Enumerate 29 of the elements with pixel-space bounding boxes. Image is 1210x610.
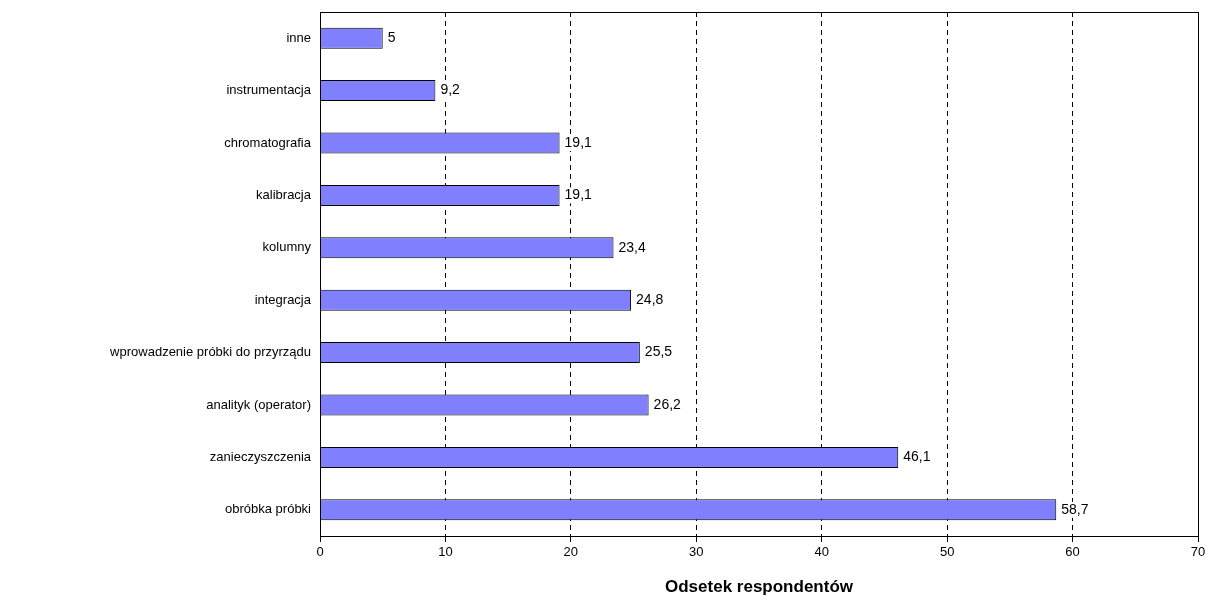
x-tick-label: 40 (814, 544, 829, 560)
y-tick-label: kalibracja (256, 186, 312, 202)
data-label: 9,2 (440, 81, 461, 98)
data-label: 5 (387, 29, 396, 46)
y-tick-label: zanieczyszczenia (209, 448, 312, 464)
data-label: 19,1 (564, 186, 593, 203)
y-tick-label: integracja (254, 291, 312, 307)
x-tick-label: 10 (438, 544, 453, 560)
y-tick-label: obróbka próbki (225, 501, 312, 517)
y-tick-label: chromatografia (224, 134, 312, 150)
y-tick-label: wprowadzenie próbki do przyrządu (109, 344, 311, 360)
data-label: 26,2 (653, 395, 682, 412)
x-tick-label: 50 (939, 544, 955, 560)
data-label: 23,4 (618, 238, 646, 255)
y-tick-label: kolumny (262, 239, 312, 255)
y-tick-label: analityk (operator) (206, 396, 311, 412)
data-label: 25,5 (644, 343, 673, 360)
x-tick-label: 20 (563, 544, 579, 560)
y-tick-label: instrumentacja (226, 82, 312, 98)
x-tick-label: 30 (689, 544, 704, 560)
x-tick-label: 0 (316, 544, 324, 560)
x-tick-label: 70 (1190, 544, 1206, 560)
x-tick-label: 60 (1065, 544, 1080, 560)
x-axis-title: Odsetek respondentów (665, 577, 854, 597)
y-tick-label: inne (286, 29, 311, 45)
data-label: 46,1 (903, 448, 931, 465)
data-label: 19,1 (564, 133, 593, 150)
data-label: 24,8 (636, 291, 664, 308)
data-label: 58,7 (1061, 500, 1089, 517)
